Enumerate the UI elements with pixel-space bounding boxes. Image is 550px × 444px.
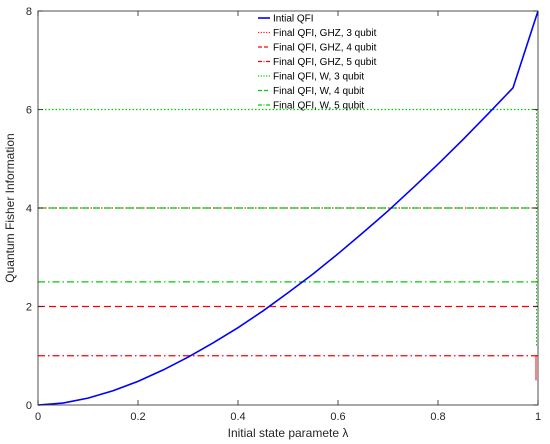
x-tick-label: 1 [535, 411, 541, 423]
axes: 0 0.2 0.4 0.6 0.8 1 0 2 4 6 8 [26, 6, 541, 423]
plot-area [37, 10, 539, 406]
legend: Intial QFI Final QFI, GHZ, 3 qubit Final Q… [258, 14, 377, 112]
x-axis-label: Initial state paramete λ [228, 426, 349, 440]
y-tick-label: 0 [26, 400, 32, 412]
y-axis-label: Quantum Fisher Information [3, 133, 17, 282]
x-tick-label: 0.2 [130, 411, 145, 423]
legend-entry-1: Final QFI, GHZ, 3 qubit [273, 28, 377, 39]
series-line-0 [37, 10, 539, 406]
legend-entry-2: Final QFI, GHZ, 4 qubit [273, 43, 377, 54]
x-tick-label: 0.4 [230, 411, 245, 423]
y-tick-label: 6 [26, 105, 32, 117]
legend-entry-4: Final QFI, W, 3 qubit [273, 72, 364, 83]
x-tick-label: 0.8 [430, 411, 445, 423]
legend-entry-3: Final QFI, GHZ, 5 qubit [273, 57, 377, 68]
legend-entry-5: Final QFI, W, 4 qubit [273, 86, 364, 97]
y-tick-label: 8 [26, 6, 32, 18]
legend-entry-0: Intial QFI [273, 14, 314, 25]
y-tick-label: 2 [26, 302, 32, 314]
y-tick-label: 4 [26, 203, 32, 215]
x-tick-label: 0.6 [330, 411, 345, 423]
x-tick-label: 0 [35, 411, 41, 423]
legend-entry-6: Final QFI, W, 5 qubit [273, 101, 364, 112]
